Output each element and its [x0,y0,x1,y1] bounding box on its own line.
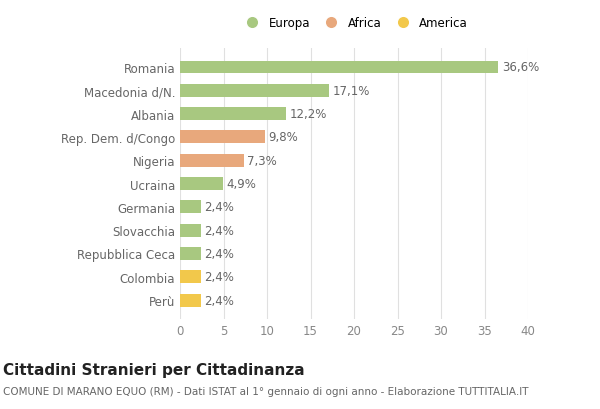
Bar [180,294,201,307]
Text: 9,8%: 9,8% [269,131,298,144]
Bar [180,154,244,167]
Text: Cittadini Stranieri per Cittadinanza: Cittadini Stranieri per Cittadinanza [3,362,305,377]
Bar [180,224,201,237]
Text: 4,9%: 4,9% [226,178,256,191]
Text: 2,4%: 2,4% [205,271,234,283]
Text: 2,4%: 2,4% [205,201,234,214]
Text: 2,4%: 2,4% [205,294,234,307]
Bar [180,85,329,97]
Bar [180,271,201,283]
Legend: Europa, Africa, America: Europa, Africa, America [238,14,470,32]
Bar [180,108,286,121]
Text: 2,4%: 2,4% [205,247,234,260]
Bar [180,178,223,191]
Text: 7,3%: 7,3% [247,154,277,167]
Text: 12,2%: 12,2% [290,108,327,121]
Bar [180,131,265,144]
Text: 2,4%: 2,4% [205,224,234,237]
Bar [180,61,499,74]
Bar [180,247,201,260]
Text: 17,1%: 17,1% [332,85,370,97]
Text: COMUNE DI MARANO EQUO (RM) - Dati ISTAT al 1° gennaio di ogni anno - Elaborazion: COMUNE DI MARANO EQUO (RM) - Dati ISTAT … [3,387,529,396]
Bar [180,201,201,214]
Text: 36,6%: 36,6% [502,61,539,74]
